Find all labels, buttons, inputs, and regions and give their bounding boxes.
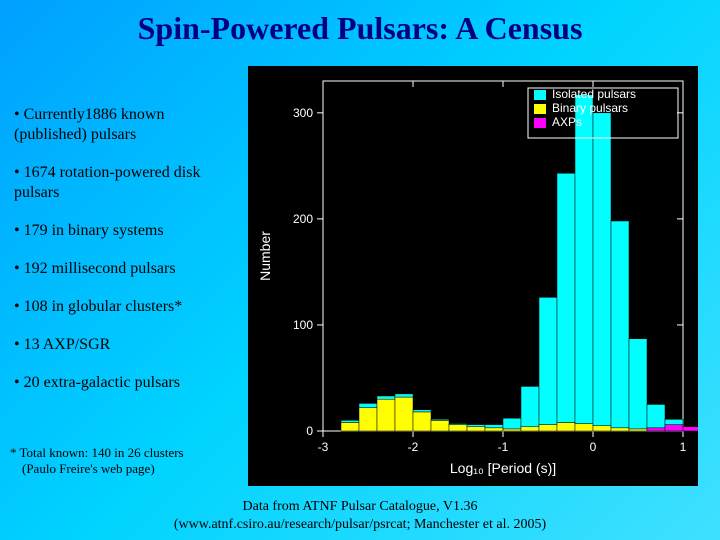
svg-text:300: 300: [293, 106, 313, 120]
svg-text:Log₁₀ [Period (s)]: Log₁₀ [Period (s)]: [450, 460, 556, 476]
bullet-item: • 179 in binary systems: [14, 221, 234, 241]
svg-text:0: 0: [590, 440, 597, 454]
svg-text:1: 1: [680, 440, 687, 454]
svg-text:Number: Number: [257, 231, 273, 281]
svg-text:-2: -2: [408, 440, 419, 454]
bullet-item: • 192 millisecond pulsars: [14, 259, 234, 279]
footnote-line1: * Total known: 140 in 26 clusters: [10, 445, 240, 461]
svg-text:Binary pulsars: Binary pulsars: [552, 101, 628, 115]
svg-text:100: 100: [293, 318, 313, 332]
svg-text:0: 0: [306, 424, 313, 438]
bullet-item: • 13 AXP/SGR: [14, 335, 234, 355]
svg-text:-1: -1: [498, 440, 509, 454]
bullet-list: • Currently1886 known (published) pulsar…: [14, 105, 234, 411]
data-credit: Data from ATNF Pulsar Catalogue, V1.36 (…: [0, 498, 720, 534]
credit-line2: (www.atnf.csiro.au/research/pulsar/psrca…: [0, 516, 720, 534]
slide-title: Spin-Powered Pulsars: A Census: [0, 10, 720, 47]
footnote: * Total known: 140 in 26 clusters (Paulo…: [10, 445, 240, 478]
svg-text:Isolated pulsars: Isolated pulsars: [552, 87, 636, 101]
svg-text:-3: -3: [318, 440, 329, 454]
bullet-item: • 20 extra-galactic pulsars: [14, 373, 234, 393]
bullet-item: • Currently1886 known (published) pulsar…: [14, 105, 234, 145]
svg-text:AXPs: AXPs: [552, 115, 582, 129]
footnote-line2: (Paulo Freire's web page): [10, 461, 240, 477]
histogram-chart: -3 -2 -1 0 1 0 100 200 300 Log₁₀ [Period (s)] Numb…: [248, 66, 698, 486]
credit-line1: Data from ATNF Pulsar Catalogue, V1.36: [0, 498, 720, 516]
svg-text:200: 200: [293, 212, 313, 226]
bullet-item: • 1674 rotation-powered disk pulsars: [14, 163, 234, 203]
bullet-item: • 108 in globular clusters*: [14, 297, 234, 317]
